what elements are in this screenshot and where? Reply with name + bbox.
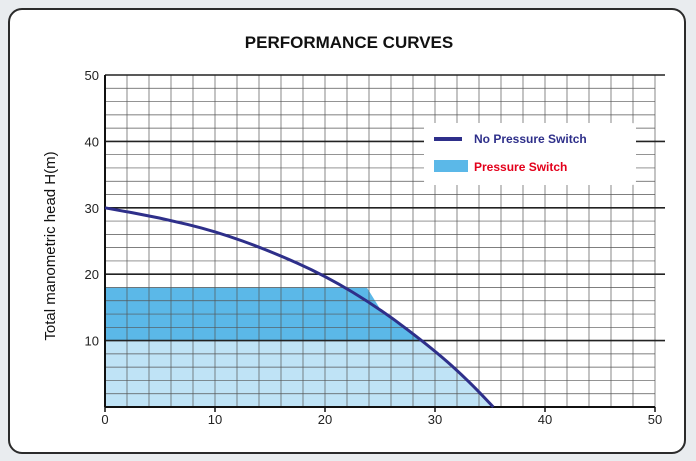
line-layer bbox=[104, 206, 495, 409]
x-tick-label: 40 bbox=[538, 412, 552, 427]
y-tick-label: 50 bbox=[85, 68, 99, 83]
no-pressure-switch-line bbox=[104, 206, 495, 409]
x-tick-label: 30 bbox=[428, 412, 442, 427]
legend-area-swatch bbox=[434, 160, 468, 172]
y-tick-label: 40 bbox=[85, 134, 99, 149]
y-tick-label: 20 bbox=[85, 267, 99, 282]
y-tick-label: 10 bbox=[85, 334, 99, 349]
chart-card: PERFORMANCE CURVES 0 10 20 30 40 50 10 20 30 40 50… bbox=[8, 8, 686, 454]
legend-box bbox=[424, 123, 636, 185]
tick-labels: 0 10 20 30 40 50 10 20 30 40 50 bbox=[85, 68, 663, 427]
x-tick-label: 20 bbox=[318, 412, 332, 427]
x-tick-label: 10 bbox=[208, 412, 222, 427]
x-tick-label: 0 bbox=[101, 412, 108, 427]
major-grid bbox=[105, 74, 665, 342]
legend-label-no-pressure-switch: No Pressure Switch bbox=[474, 132, 587, 146]
legend: No Pressure Switch Pressure Switch bbox=[424, 123, 636, 185]
performance-chart: PERFORMANCE CURVES 0 10 20 30 40 50 10 20 30 40 50… bbox=[42, 33, 665, 427]
y-axis-label: Total manometric head H(m) bbox=[42, 151, 59, 340]
axes bbox=[104, 75, 655, 408]
legend-label-pressure-switch: Pressure Switch bbox=[474, 160, 567, 174]
chart-title: PERFORMANCE CURVES bbox=[245, 33, 453, 52]
x-tick-label: 50 bbox=[648, 412, 662, 427]
y-tick-label: 30 bbox=[85, 201, 99, 216]
